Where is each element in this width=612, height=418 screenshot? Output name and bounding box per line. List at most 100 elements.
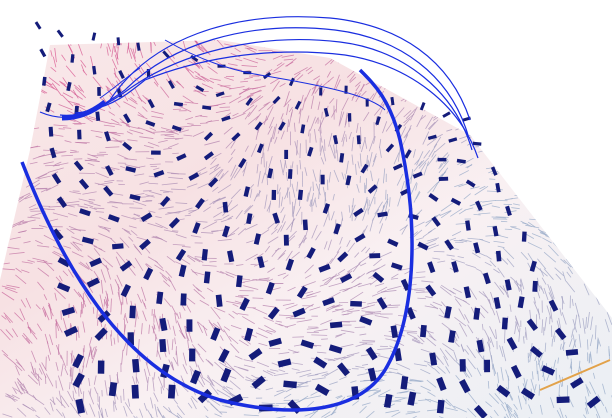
texture-stroke [12,386,17,394]
texture-stroke [255,113,262,121]
texture-stroke [374,315,389,319]
texture-stroke [94,182,109,187]
texture-stroke [444,349,456,362]
texture-stroke [560,258,566,264]
texture-stroke [386,306,399,309]
texture-stroke [78,84,85,93]
texture-stroke [36,323,43,331]
texture-stroke [55,397,66,409]
arrow-glyph [42,76,47,86]
texture-stroke [233,167,242,179]
texture-stroke [40,187,51,193]
texture-stroke [304,167,308,176]
texture-stroke [184,325,188,340]
texture-stroke [227,63,238,66]
texture-stroke [88,378,91,387]
texture-stroke [544,317,547,331]
texture-stroke [270,126,276,143]
texture-stroke [412,339,420,344]
texture-stroke [56,408,63,417]
arrow-glyph [92,65,97,75]
texture-stroke [60,395,70,408]
texture-stroke [403,110,412,118]
texture-stroke [271,228,278,235]
arrow-glyph [217,64,226,68]
texture-stroke [139,181,149,185]
arrow-glyph [292,307,306,318]
texture-stroke [450,258,466,264]
texture-stroke [243,364,256,369]
texture-stroke [368,136,375,152]
texture-stroke [489,415,499,418]
texture-stroke [317,117,325,131]
arrow-glyph [322,203,331,214]
texture-stroke [375,178,380,187]
arrow-glyph [296,285,308,299]
texture-stroke [123,101,137,109]
texture-stroke [68,213,78,217]
texture-stroke [23,333,33,344]
texture-stroke [479,185,486,190]
texture-stroke [153,81,159,87]
texture-stroke [210,102,226,107]
texture-stroke [191,395,198,403]
texture-stroke [278,369,286,373]
texture-stroke [561,312,567,325]
texture-stroke [18,193,31,203]
texture-stroke [220,170,229,179]
texture-stroke [235,58,243,62]
texture-stroke [461,139,467,144]
streamline [59,27,469,136]
texture-stroke [22,219,36,224]
texture-stroke [310,192,314,208]
texture-stroke [238,367,249,372]
arrow-glyph [400,278,411,292]
texture-stroke [341,343,354,348]
texture-stroke [454,335,458,342]
texture-stroke [173,382,179,397]
arrow-glyph [319,87,323,96]
texture-stroke [123,229,132,236]
texture-stroke [39,363,47,378]
texture-stroke [145,129,156,135]
texture-stroke [295,206,302,217]
texture-stroke [303,229,309,244]
texture-stroke [608,349,610,357]
texture-stroke [12,328,19,338]
arrow-glyph [427,261,436,274]
texture-stroke [96,153,108,155]
texture-stroke [211,229,227,233]
texture-stroke [74,87,87,99]
arrow-glyph [63,325,79,337]
texture-stroke [437,365,446,374]
arrow-glyph [444,306,452,319]
texture-stroke [93,270,101,281]
texture-stroke [341,308,354,313]
arrow-glyph [448,137,458,143]
texture-stroke [133,415,143,418]
texture-stroke [368,151,373,167]
arrow-glyph [520,387,536,400]
texture-stroke [235,295,244,298]
texture-stroke [495,216,509,218]
texture-stroke [445,398,456,410]
texture-stroke [43,294,48,301]
texture-stroke [276,62,283,67]
texture-stroke [413,229,423,237]
texture-stroke [243,359,254,362]
texture-stroke [291,183,296,198]
texture-stroke [15,365,20,376]
texture-stroke [334,74,340,90]
texture-stroke [253,193,258,202]
texture-stroke [285,324,296,328]
texture-stroke [585,396,588,406]
texture-stroke [209,78,221,81]
texture-stroke [291,251,300,259]
texture-stroke [487,380,490,389]
texture-stroke [237,95,251,103]
texture-stroke [203,406,209,412]
texture-stroke [504,329,506,344]
texture-stroke [64,367,69,376]
texture-stroke [197,343,207,353]
texture-stroke [332,193,335,201]
